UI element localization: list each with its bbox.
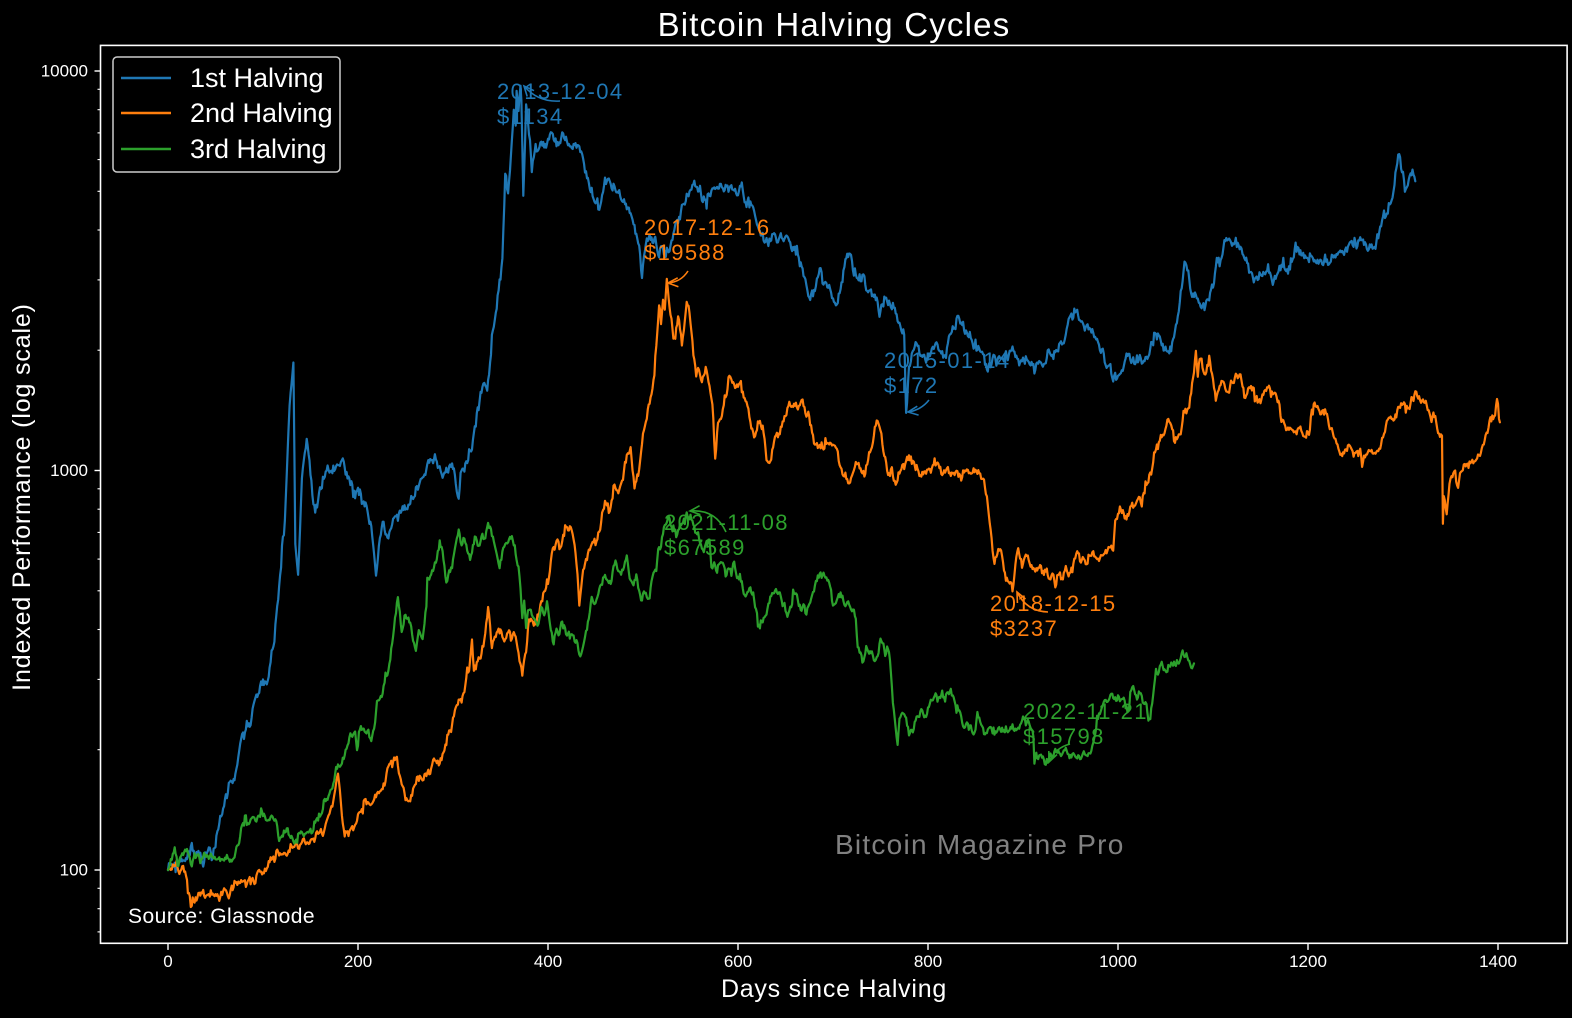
svg-text:1400: 1400 bbox=[1479, 952, 1517, 971]
svg-text:2018-12-15: 2018-12-15 bbox=[990, 591, 1117, 616]
svg-text:2nd Halving: 2nd Halving bbox=[190, 98, 333, 128]
svg-text:600: 600 bbox=[724, 952, 752, 971]
svg-text:100: 100 bbox=[60, 861, 88, 880]
svg-text:3rd Halving: 3rd Halving bbox=[190, 134, 327, 164]
svg-text:Bitcoin Magazine Pro: Bitcoin Magazine Pro bbox=[835, 829, 1125, 860]
svg-text:0: 0 bbox=[163, 952, 172, 971]
svg-text:800: 800 bbox=[914, 952, 942, 971]
svg-text:1000: 1000 bbox=[1099, 952, 1137, 971]
svg-text:400: 400 bbox=[534, 952, 562, 971]
svg-text:1000: 1000 bbox=[50, 461, 88, 480]
svg-text:$3237: $3237 bbox=[990, 616, 1058, 641]
svg-text:$67589: $67589 bbox=[664, 535, 746, 560]
svg-text:10000: 10000 bbox=[41, 62, 88, 81]
svg-text:Indexed Performance (log scale: Indexed Performance (log scale) bbox=[8, 303, 36, 691]
svg-text:2015-01-14: 2015-01-14 bbox=[884, 348, 1011, 373]
svg-text:1200: 1200 bbox=[1289, 952, 1327, 971]
svg-text:$1134: $1134 bbox=[497, 104, 564, 129]
svg-text:2013-12-04: 2013-12-04 bbox=[497, 79, 624, 104]
svg-text:200: 200 bbox=[344, 952, 372, 971]
svg-text:1st Halving: 1st Halving bbox=[190, 63, 324, 93]
svg-text:$172: $172 bbox=[884, 373, 939, 398]
svg-text:2017-12-16: 2017-12-16 bbox=[644, 215, 771, 240]
svg-text:2022-11-21: 2022-11-21 bbox=[1023, 699, 1148, 724]
svg-text:$15798: $15798 bbox=[1023, 724, 1105, 749]
svg-text:Bitcoin Halving Cycles: Bitcoin Halving Cycles bbox=[658, 6, 1011, 43]
svg-text:Days since Halving: Days since Halving bbox=[721, 975, 947, 1003]
svg-text:Source: Glassnode: Source: Glassnode bbox=[128, 905, 315, 928]
svg-text:$19588: $19588 bbox=[644, 240, 726, 265]
